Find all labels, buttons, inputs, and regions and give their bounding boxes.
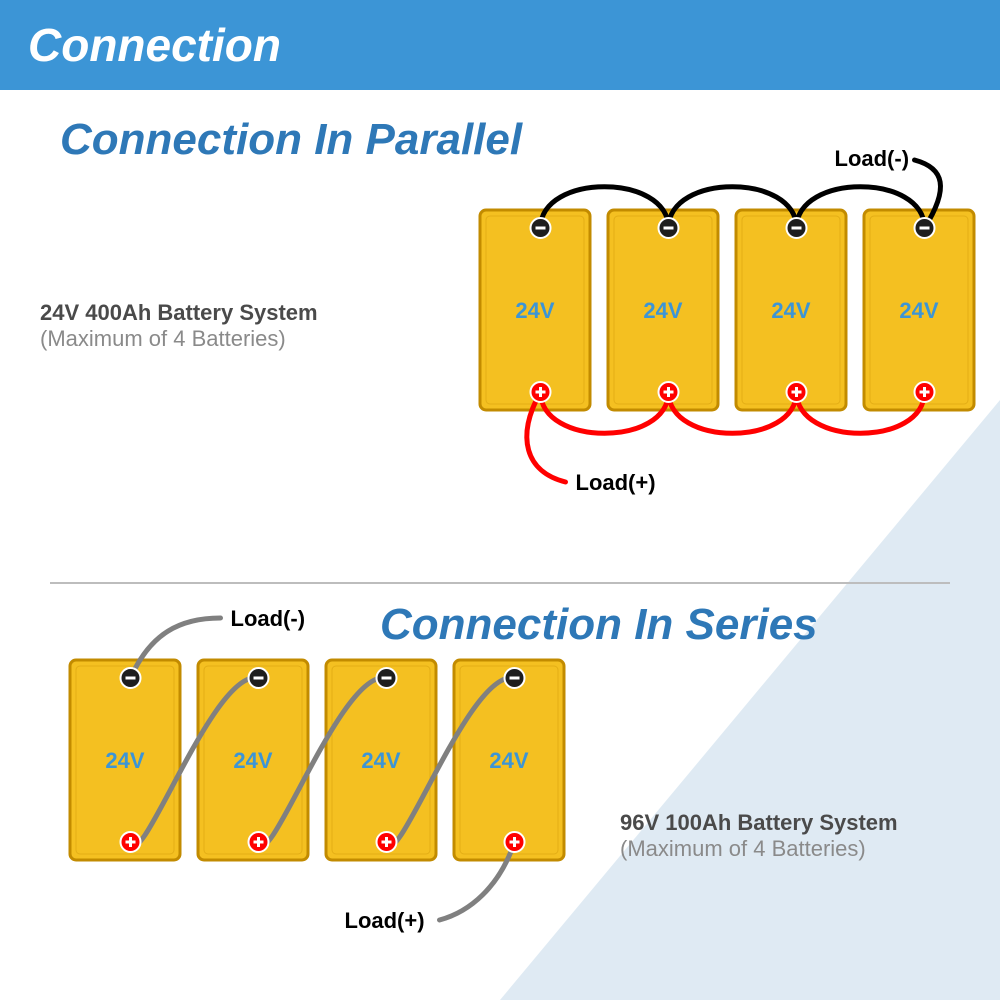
series-desc: 96V 100Ah Battery System (Maximum of 4 B… (620, 810, 898, 862)
load-neg-label: Load(-) (835, 146, 910, 171)
parallel-diagram: 24V 24V 24V 24V Load(-) Load(+) (440, 130, 1000, 560)
battery-label: 24V (515, 298, 554, 323)
battery-label: 24V (361, 748, 400, 773)
page: Connection Connection In Parallel 24V 40… (0, 0, 1000, 1000)
battery-label: 24V (105, 748, 144, 773)
load-pos-label: Load(+) (576, 470, 656, 495)
load-neg-label: Load(-) (231, 606, 306, 631)
battery-label: 24V (643, 298, 682, 323)
series-desc-line2: (Maximum of 4 Batteries) (620, 836, 898, 862)
parallel-desc-line1: 24V 400Ah Battery System (40, 300, 318, 326)
parallel-desc: 24V 400Ah Battery System (Maximum of 4 B… (40, 300, 318, 352)
parallel-desc-line2: (Maximum of 4 Batteries) (40, 326, 318, 352)
header-title: Connection (28, 18, 281, 72)
series-desc-line1: 96V 100Ah Battery System (620, 810, 898, 836)
battery-label: 24V (489, 748, 528, 773)
battery-label: 24V (771, 298, 810, 323)
battery-label: 24V (233, 748, 272, 773)
header-bar: Connection (0, 0, 1000, 90)
load-pos-label: Load(+) (345, 908, 425, 933)
battery-label: 24V (899, 298, 938, 323)
series-diagram: 24V 24V 24V 24V Load(-) Load(+) (30, 580, 590, 1000)
